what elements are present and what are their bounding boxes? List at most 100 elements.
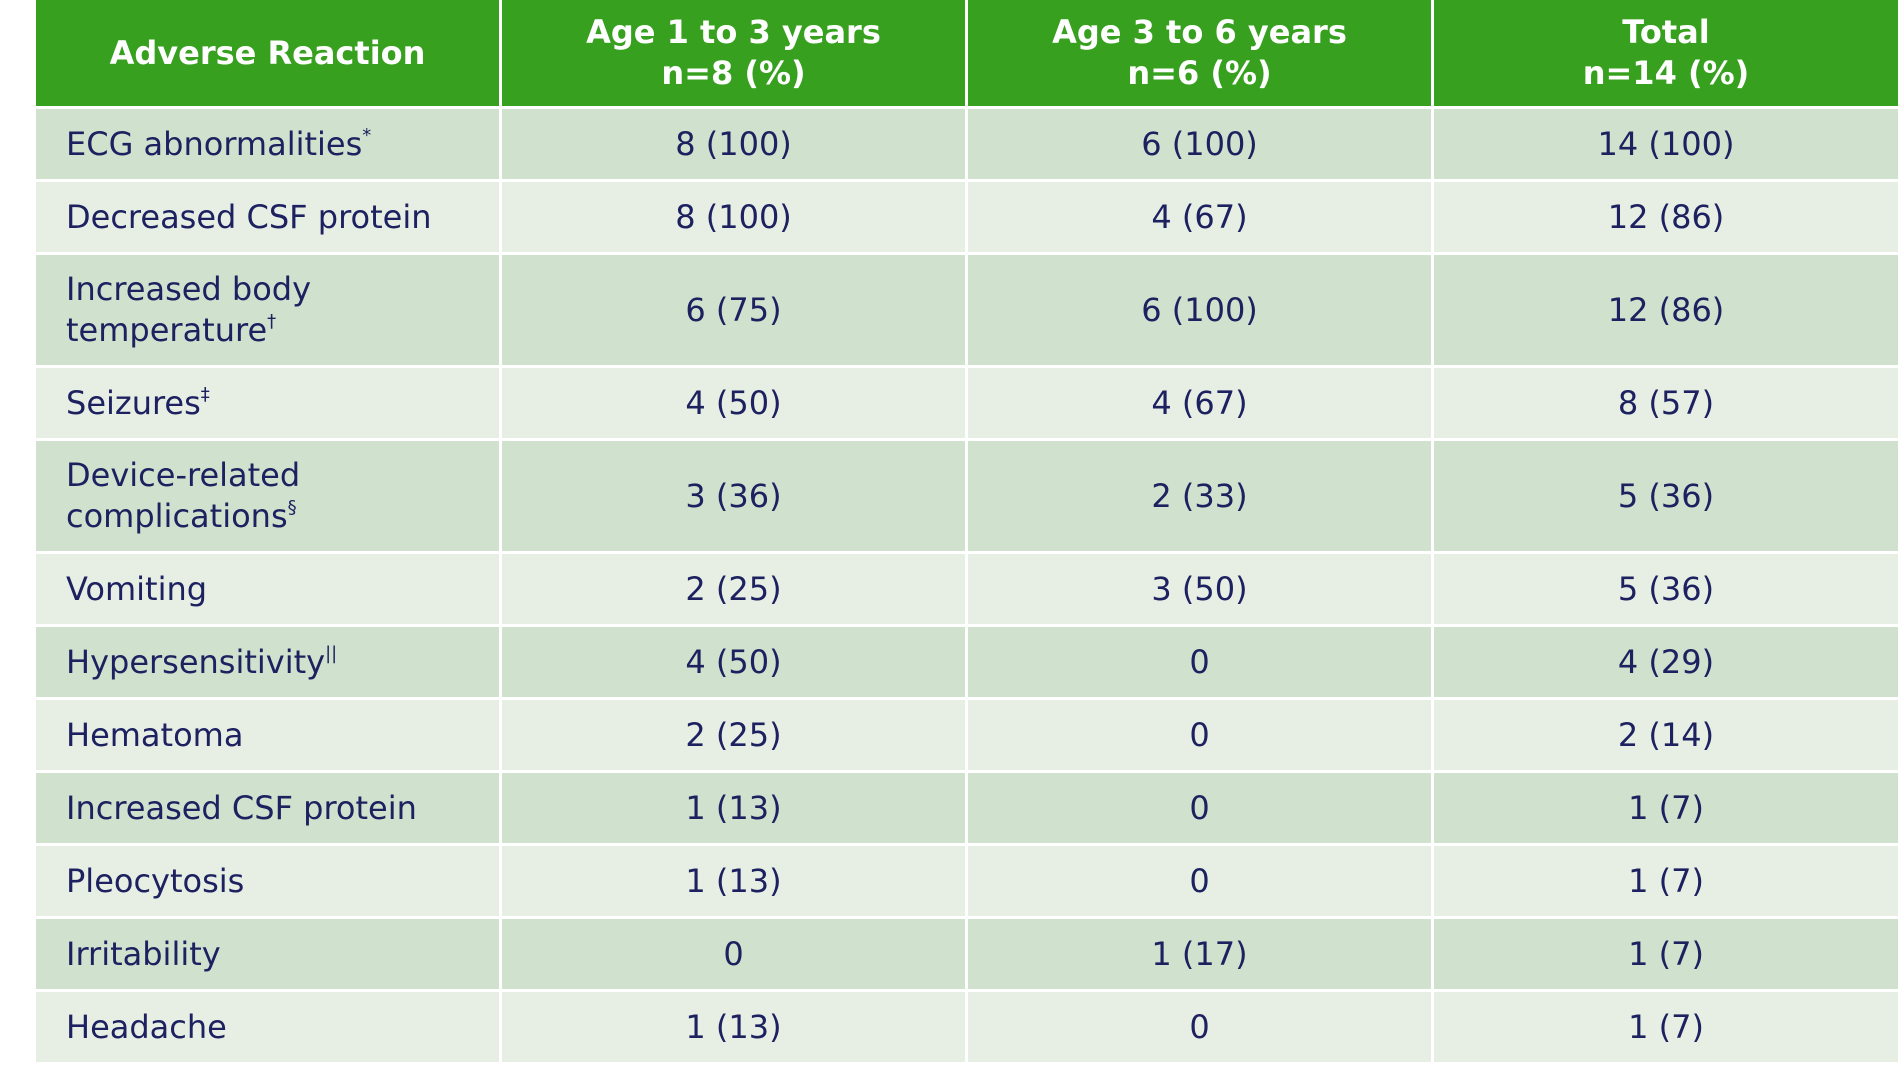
header-line: Total — [1622, 13, 1710, 51]
value-cell: 2 (33) — [968, 441, 1431, 551]
label-line: Irritability — [66, 934, 221, 975]
cell-value: 6 (100) — [1141, 124, 1258, 163]
value-cell: 1 (7) — [1434, 992, 1898, 1062]
label-line: Decreased CSF protein — [66, 197, 432, 238]
cell-value: 1 (7) — [1628, 934, 1704, 973]
value-cell: 4 (67) — [968, 182, 1431, 252]
header-cell: Total n=14 (%) — [1434, 0, 1898, 106]
cell-value: 2 (33) — [1151, 476, 1248, 515]
row-label-cell: Decreased CSF protein — [36, 182, 499, 252]
row-label-cell: Increased body temperature† — [36, 255, 499, 365]
value-cell: 4 (29) — [1434, 627, 1898, 697]
row-label-cell: Vomiting — [36, 554, 499, 624]
value-cell: 8 (57) — [1434, 368, 1898, 438]
label-text: ECG abnormalities — [66, 124, 363, 163]
row-label-cell: Device-related complications§ — [36, 441, 499, 551]
adverse-reactions-table: Adverse Reaction Age 1 to 3 years n=8 (%) A… — [36, 0, 1898, 1071]
value-cell: 12 (86) — [1434, 182, 1898, 252]
value-cell: 4 (50) — [502, 627, 965, 697]
label-line: ECG abnormalities* — [66, 124, 371, 165]
value-cell: 1 (13) — [502, 846, 965, 916]
label-line: Hypersensitivity|| — [66, 642, 337, 683]
cell-value: 1 (13) — [685, 861, 782, 900]
cell-value: 2 (14) — [1617, 715, 1715, 754]
value-cell: 1 (7) — [1434, 846, 1898, 916]
cell-value: 1 (7) — [1628, 861, 1704, 900]
footnote-mark: § — [287, 497, 297, 518]
value-cell: 0 — [968, 992, 1431, 1062]
cell-value: 14 (100) — [1597, 124, 1735, 163]
value-cell: 0 — [502, 919, 965, 989]
value-cell: 4 (50) — [502, 368, 965, 438]
row-label-cell: Hematoma — [36, 700, 499, 770]
value-cell: 6 (100) — [968, 255, 1431, 365]
label-text: temperature — [66, 311, 268, 349]
footnote-mark: * — [362, 124, 372, 146]
footnote-mark: ‡ — [200, 383, 210, 405]
value-cell: 1 (13) — [502, 773, 965, 843]
cell-value: 0 — [1189, 788, 1210, 827]
cell-value: 3 (36) — [685, 476, 782, 515]
value-cell: 1 (17) — [968, 919, 1431, 989]
cell-value: 6 (75) — [685, 290, 782, 329]
label-text: Hematoma — [66, 715, 244, 754]
value-cell: 3 (36) — [502, 441, 965, 551]
value-cell: 14 (100) — [1434, 109, 1898, 179]
value-cell: 0 — [968, 846, 1431, 916]
cell-value: 2 (25) — [685, 569, 782, 608]
footnote-mark: || — [325, 642, 338, 664]
header-cell: Age 3 to 6 years n=6 (%) — [968, 0, 1431, 106]
footnote-mark: † — [267, 311, 277, 332]
cell-value: 12 (86) — [1607, 197, 1725, 236]
header-line: Adverse Reaction — [109, 33, 426, 72]
header-line: Age 3 to 6 years — [1052, 13, 1347, 51]
row-label-cell: Hypersensitivity|| — [36, 627, 499, 697]
label-text: Device-related — [66, 456, 301, 494]
value-cell: 5 (36) — [1434, 441, 1898, 551]
cell-value: 6 (100) — [1141, 290, 1258, 329]
label-line: Seizures‡ — [66, 383, 210, 424]
label-text: Increased body — [66, 270, 312, 308]
label-line: Headache — [66, 1007, 227, 1048]
row-label-cell: Seizures‡ — [36, 368, 499, 438]
cell-value: 0 — [723, 934, 744, 973]
cell-value: 4 (50) — [685, 642, 782, 681]
header-cell: Adverse Reaction — [36, 0, 499, 106]
cell-value: 0 — [1189, 861, 1210, 900]
cell-value: 4 (29) — [1617, 642, 1715, 681]
cell-value: 8 (57) — [1617, 383, 1715, 422]
label-line: temperature† — [66, 310, 276, 351]
value-cell: 2 (25) — [502, 700, 965, 770]
header-line: Age 1 to 3 years — [586, 13, 881, 51]
cell-value: 8 (100) — [675, 124, 792, 163]
value-cell: 5 (36) — [1434, 554, 1898, 624]
value-cell: 8 (100) — [502, 109, 965, 179]
row-label-cell: Increased CSF protein — [36, 773, 499, 843]
cell-value: 8 (100) — [675, 197, 792, 236]
value-cell: 2 (25) — [502, 554, 965, 624]
label-text: Vomiting — [66, 569, 208, 608]
label-text: complications — [66, 497, 288, 535]
label-line: Increased body — [66, 269, 311, 310]
label-text: Seizures — [66, 383, 201, 422]
label-line: Device-related — [66, 455, 300, 496]
value-cell: 4 (67) — [968, 368, 1431, 438]
label-line: complications§ — [66, 496, 297, 537]
value-cell: 2 (14) — [1434, 700, 1898, 770]
label-line: Hematoma — [66, 715, 243, 756]
cell-value: 3 (50) — [1151, 569, 1248, 608]
value-cell: 0 — [968, 627, 1431, 697]
cell-value: 0 — [1189, 715, 1210, 754]
value-cell: 3 (50) — [968, 554, 1431, 624]
cell-value: 1 (7) — [1628, 1007, 1704, 1046]
header-line: n=6 (%) — [1127, 54, 1272, 92]
label-text: Increased CSF protein — [66, 788, 417, 827]
label-text: Hypersensitivity — [66, 642, 326, 681]
cell-value: 4 (67) — [1151, 197, 1248, 236]
cell-value: 5 (36) — [1617, 476, 1715, 515]
header-line: n=8 (%) — [661, 54, 806, 92]
row-label-cell: Pleocytosis — [36, 846, 499, 916]
cell-value: 1 (17) — [1151, 934, 1248, 973]
label-text: Irritability — [66, 934, 221, 973]
